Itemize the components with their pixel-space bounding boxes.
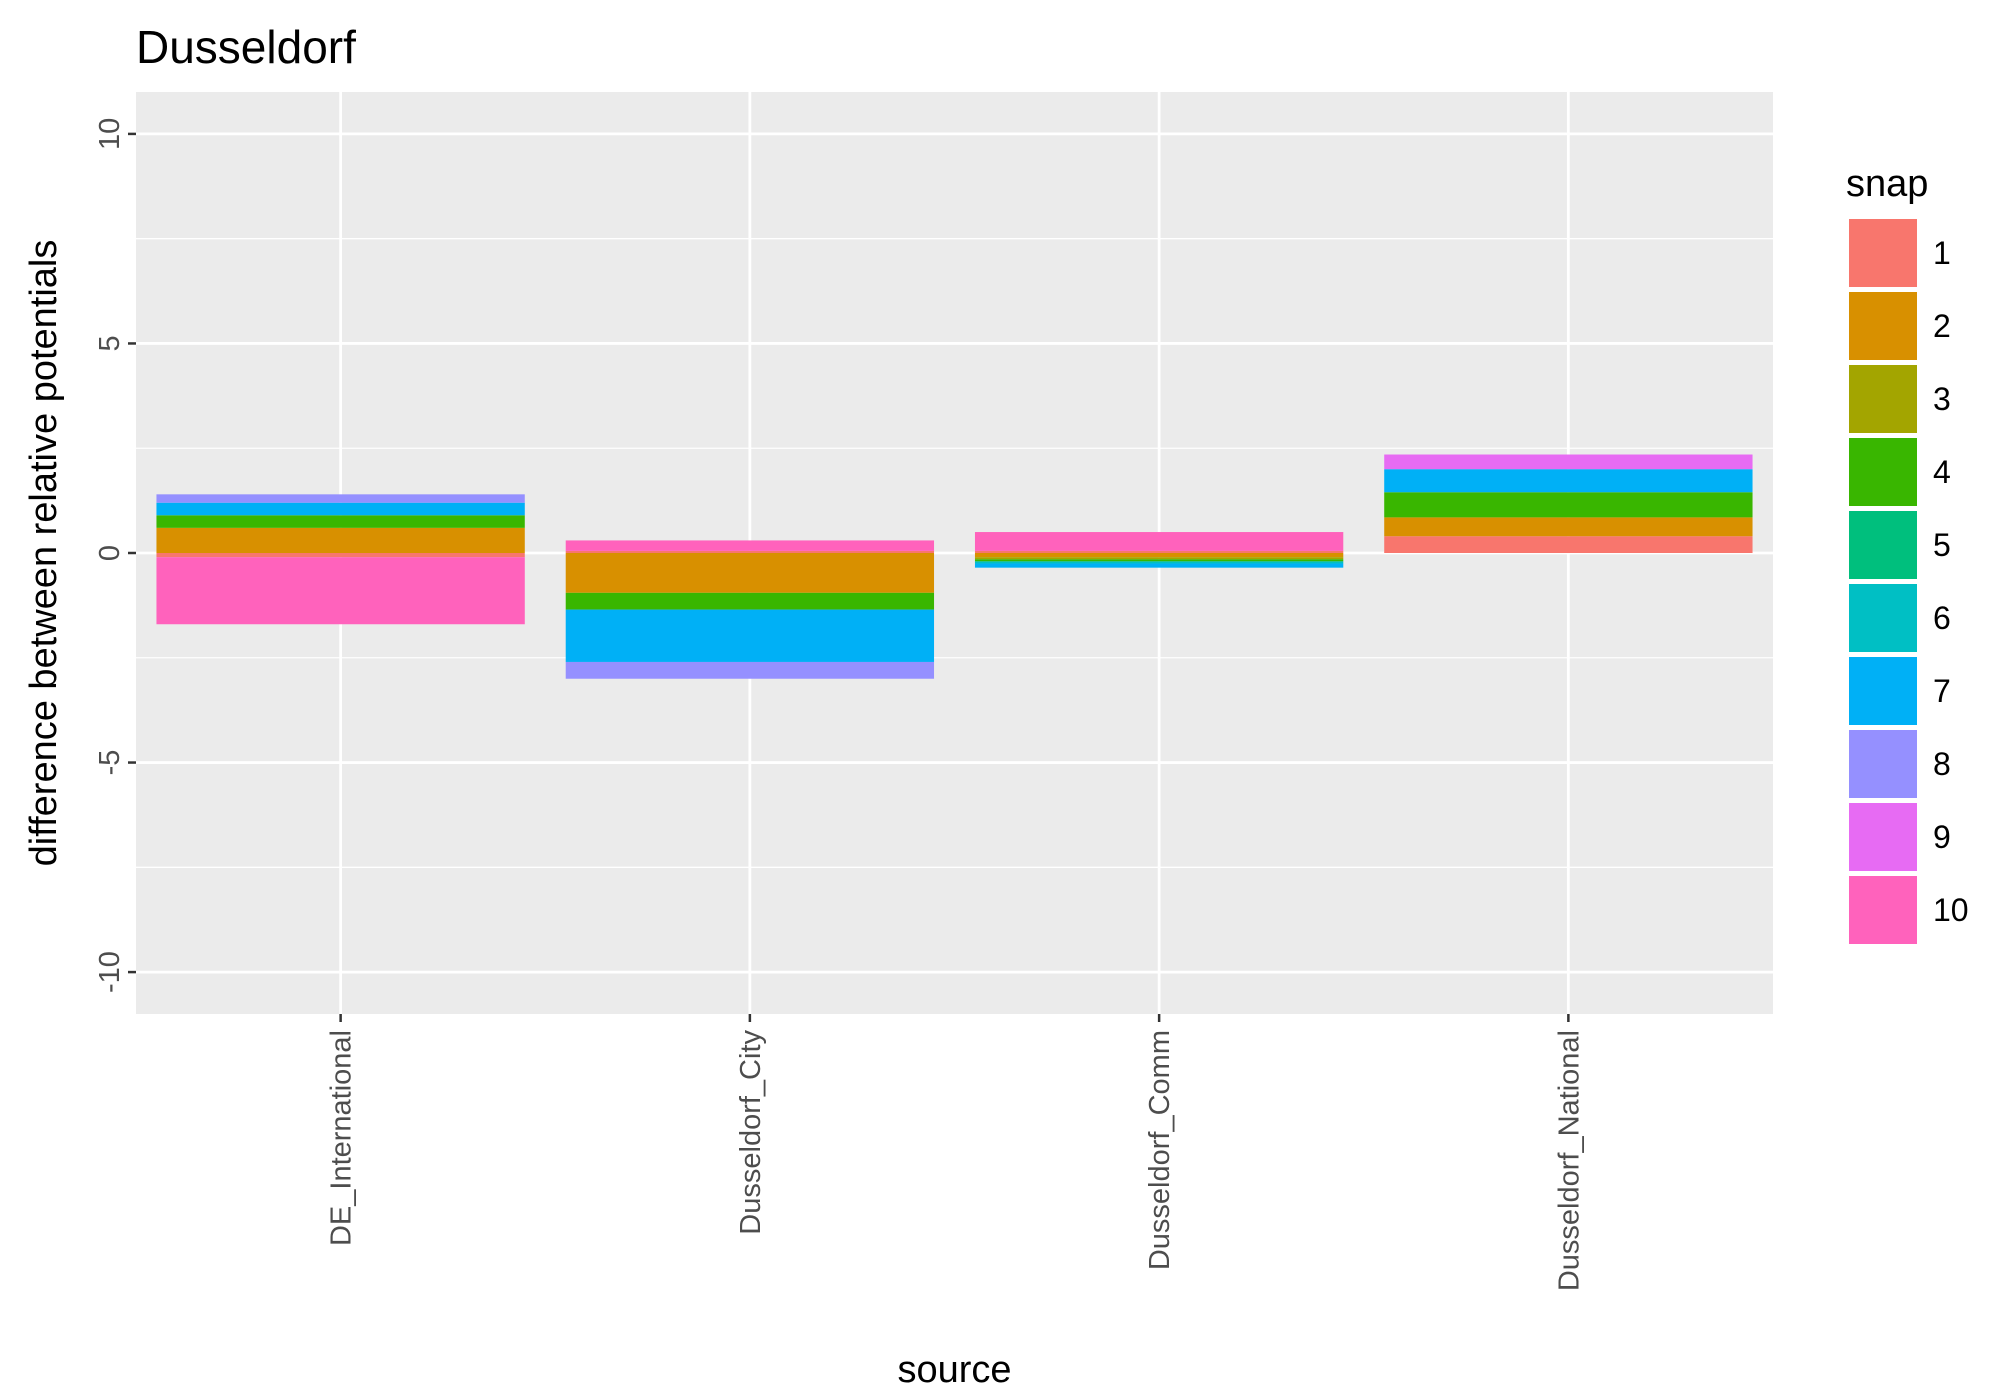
legend-label: 10 bbox=[1933, 892, 1969, 928]
legend-key bbox=[1849, 219, 1917, 287]
legend-label: 6 bbox=[1933, 600, 1951, 636]
bar-segment bbox=[565, 540, 935, 551]
bar-segment bbox=[974, 553, 1344, 558]
chart-title: Dusseldorf bbox=[136, 21, 356, 73]
legend-label: 2 bbox=[1933, 308, 1951, 344]
bar-segment bbox=[156, 553, 525, 558]
bar-segment bbox=[1384, 517, 1753, 537]
legend-key bbox=[1849, 584, 1917, 652]
bar-segment bbox=[1384, 536, 1753, 553]
legend-label: 4 bbox=[1933, 454, 1951, 490]
bar-segment bbox=[974, 559, 1344, 562]
bar-segment bbox=[156, 494, 525, 503]
legend-key bbox=[1849, 511, 1917, 579]
y-tick-label: -5 bbox=[94, 750, 126, 776]
legend-key bbox=[1849, 876, 1917, 944]
y-tick-label: 0 bbox=[94, 545, 126, 561]
y-tick-label: 10 bbox=[94, 118, 126, 150]
y-axis: -10 -5 0 5 10 bbox=[94, 118, 136, 993]
bar-segment bbox=[156, 502, 525, 516]
bar-segment bbox=[1384, 469, 1753, 493]
legend-title: snap bbox=[1846, 163, 1928, 205]
x-tick-label: Dusseldorf_Comm bbox=[1144, 1030, 1176, 1270]
bar-segment bbox=[565, 550, 935, 553]
bar-segment bbox=[974, 561, 1344, 564]
legend-label: 3 bbox=[1933, 381, 1951, 417]
y-axis-title: difference between relative potentials bbox=[23, 240, 65, 867]
bar-segment bbox=[565, 661, 935, 679]
bar-segment bbox=[565, 609, 935, 662]
legend-label: 9 bbox=[1933, 819, 1951, 855]
grid-minor bbox=[136, 238, 1773, 868]
legend-key bbox=[1849, 803, 1917, 871]
x-axis-title: source bbox=[897, 1349, 1011, 1391]
x-axis: DE_International Dusseldorf_City Dusseldor… bbox=[326, 1014, 1585, 1291]
legend-key bbox=[1849, 365, 1917, 433]
x-tick-label: DE_International bbox=[326, 1030, 358, 1246]
y-tick-label: -10 bbox=[94, 951, 126, 993]
bar-segment bbox=[974, 550, 1344, 553]
bars bbox=[156, 454, 1753, 679]
bar-segment bbox=[974, 557, 1344, 560]
legend-key bbox=[1849, 438, 1917, 506]
y-tick-label: 5 bbox=[94, 335, 126, 351]
x-tick-label: Dusseldorf_City bbox=[735, 1030, 767, 1235]
bar-segment bbox=[156, 557, 525, 625]
legend: snap 1 2 3 4 5 6 7 8 9 10 bbox=[1846, 163, 1969, 944]
legend-label: 8 bbox=[1933, 746, 1951, 782]
legend-key bbox=[1849, 730, 1917, 798]
legend-key bbox=[1849, 657, 1917, 725]
bar-segment bbox=[974, 532, 1344, 551]
legend-label: 7 bbox=[1933, 673, 1951, 709]
bar-segment bbox=[974, 563, 1344, 568]
bar-segment bbox=[156, 527, 525, 553]
legend-label: 5 bbox=[1933, 527, 1951, 563]
legend-label: 1 bbox=[1933, 235, 1951, 271]
bar-segment bbox=[1384, 454, 1753, 470]
bar-segment bbox=[565, 592, 935, 610]
legend-key bbox=[1849, 292, 1917, 360]
bar-segment bbox=[1384, 492, 1753, 518]
bar-segment bbox=[156, 515, 525, 528]
x-tick-label: Dusseldorf_National bbox=[1553, 1030, 1585, 1291]
bar-segment bbox=[565, 553, 935, 593]
